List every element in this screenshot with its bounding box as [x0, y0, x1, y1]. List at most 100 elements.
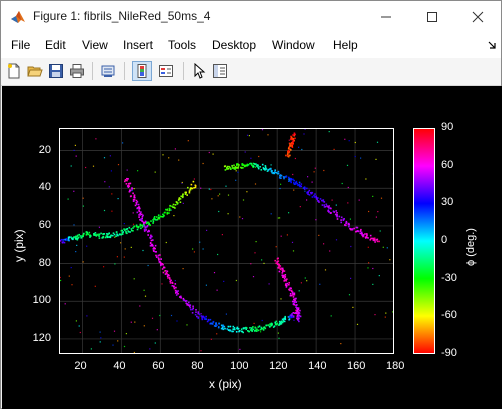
data-point — [296, 308, 299, 311]
data-point — [285, 175, 288, 178]
noise-point — [277, 332, 279, 334]
noise-point — [374, 314, 376, 316]
title-bar[interactable]: Figure 1: fibrils_NileRed_50ms_4 — [1, 1, 501, 32]
data-point — [159, 254, 161, 256]
noise-point — [307, 176, 309, 178]
noise-point — [210, 188, 212, 191]
noise-point — [132, 212, 134, 214]
noise-point — [111, 193, 113, 195]
data-point — [176, 201, 178, 204]
menu-view[interactable]: View — [82, 38, 108, 52]
data-point — [289, 154, 291, 157]
dock-arrow-icon[interactable] — [488, 41, 497, 50]
noise-point — [246, 191, 248, 193]
data-point — [231, 330, 233, 333]
data-point — [159, 261, 162, 264]
data-point — [93, 233, 96, 235]
colorbar-button[interactable] — [132, 61, 152, 81]
data-point — [282, 319, 285, 321]
data-point — [177, 290, 179, 292]
menu-file[interactable]: File — [11, 38, 31, 52]
data-point — [121, 232, 124, 234]
minimize-button[interactable] — [363, 1, 409, 32]
data-point — [292, 178, 294, 181]
data-point — [362, 234, 365, 236]
data-point — [97, 234, 99, 236]
data-point — [291, 143, 294, 146]
data-point — [117, 234, 119, 237]
menu-window[interactable]: Window — [272, 38, 315, 52]
data-point — [139, 225, 141, 227]
data-point — [297, 184, 299, 187]
noise-point — [113, 330, 116, 332]
data-point — [338, 215, 341, 218]
data-point — [295, 180, 298, 183]
data-point — [115, 235, 117, 237]
data-point — [322, 199, 325, 201]
data-point — [162, 263, 164, 266]
data-point — [185, 191, 187, 194]
data-point — [257, 326, 260, 328]
data-point — [324, 205, 327, 208]
noise-point — [244, 151, 246, 153]
open-file-button[interactable] — [25, 61, 45, 81]
noise-point — [109, 155, 111, 157]
new-figure-button[interactable] — [4, 61, 24, 81]
menu-insert[interactable]: Insert — [123, 38, 154, 52]
data-point — [376, 238, 379, 241]
noise-point — [143, 289, 145, 291]
edit-plot-button[interactable] — [189, 61, 209, 81]
data-point — [209, 323, 211, 325]
data-point — [243, 327, 245, 330]
print-preview-button[interactable] — [98, 61, 118, 81]
data-point — [213, 325, 216, 327]
data-point — [272, 326, 275, 328]
scatter-plot[interactable] — [59, 128, 394, 354]
data-point — [136, 201, 139, 203]
menu-tools[interactable]: Tools — [168, 38, 197, 52]
menu-desktop[interactable]: Desktop — [212, 38, 257, 52]
noise-point — [331, 199, 333, 201]
data-point — [188, 301, 190, 304]
data-point — [293, 298, 295, 301]
noise-point — [352, 306, 354, 308]
noise-point — [74, 144, 76, 146]
data-point — [238, 164, 240, 166]
data-point — [283, 176, 285, 178]
legend-button[interactable] — [156, 61, 176, 81]
data-point — [163, 214, 165, 217]
save-button[interactable] — [46, 61, 66, 81]
noise-point — [298, 146, 300, 148]
colorbar[interactable] — [413, 128, 435, 354]
noise-point — [126, 169, 128, 171]
figure-canvas[interactable]: 20 40 60 80 100 120 140 160 180 20 40 60 80 100 120 x… — [2, 86, 502, 409]
data-point — [130, 228, 133, 230]
data-point — [254, 326, 256, 329]
data-point — [126, 177, 128, 180]
data-point — [287, 150, 290, 152]
close-button[interactable] — [455, 1, 501, 32]
data-point — [140, 227, 142, 230]
y-tick-label: 60 — [38, 218, 51, 231]
data-point — [253, 330, 256, 332]
menu-help[interactable]: Help — [333, 38, 358, 52]
noise-point — [111, 210, 113, 212]
data-point — [289, 315, 292, 318]
data-point — [182, 194, 184, 196]
data-point — [113, 233, 116, 236]
data-point — [259, 166, 261, 168]
noise-point — [68, 275, 70, 277]
property-editor-button[interactable] — [210, 61, 230, 81]
data-point — [141, 226, 144, 228]
print-button[interactable] — [67, 61, 87, 81]
noise-point — [346, 164, 349, 166]
noise-point — [142, 249, 144, 252]
data-point — [283, 270, 286, 272]
noise-point — [186, 324, 188, 326]
noise-point — [253, 322, 255, 324]
maximize-button[interactable] — [409, 1, 455, 32]
data-point — [292, 140, 295, 142]
menu-edit[interactable]: Edit — [45, 38, 66, 52]
data-point — [194, 313, 197, 316]
noise-point — [288, 212, 290, 214]
